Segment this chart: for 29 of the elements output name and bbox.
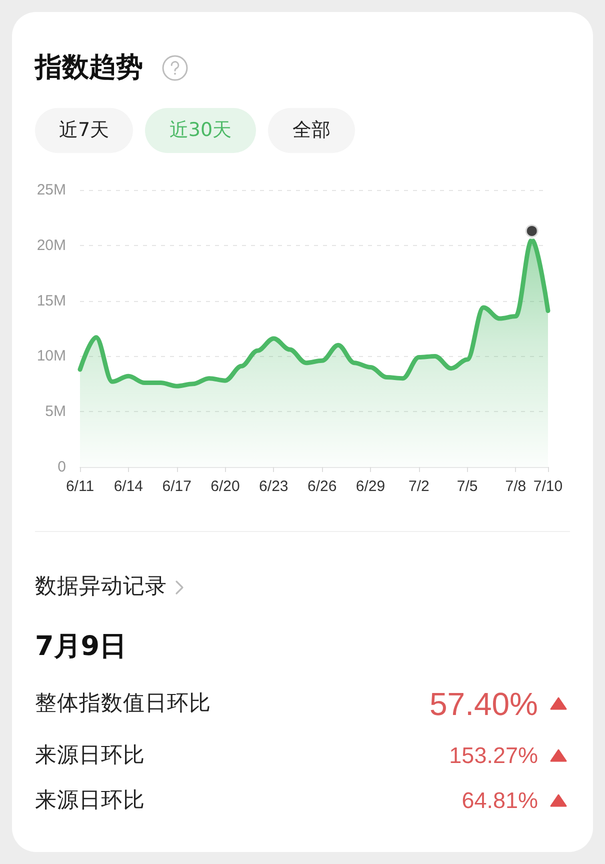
x-tick-label: 6/11 [66,478,94,495]
pill-button: 近7天 [35,108,133,153]
text: 整体指数值日环比 [35,690,211,718]
text: 57.40% [429,686,538,722]
x-tick-label: 6/17 [162,478,192,495]
y-tick-label: 25M [36,182,66,198]
text: 数据异动记录 [35,573,167,601]
y-tick-label: 15M [36,292,66,310]
text: 64.81% [462,787,538,815]
text: 153.27% [449,742,538,770]
x-tick-label: 7/5 [456,478,478,495]
text: 来源日环比 [35,742,145,770]
text: 7月9日 [35,630,127,664]
x-tick-label: 6/29 [356,478,386,495]
pill-button: 全部 [268,108,355,153]
x-tick-label: 6/23 [259,478,288,495]
y-tick-label: 10M [36,348,66,365]
x-tick-label: 7/8 [505,478,526,495]
x-tick-label: 7/10 [533,478,563,495]
x-tick-label: 6/26 [307,478,337,495]
pill-button: 近30天 [145,108,256,153]
x-tick-label: 6/20 [210,478,240,495]
y-tick-label: 0 [58,458,66,476]
chart-title: 指数趋势 [35,52,143,84]
x-tick-label: 7/2 [408,478,430,495]
x-tick-label: 6/14 [114,478,144,495]
y-tick-label: 5M [45,403,66,420]
y-tick-label: 20M [36,236,66,254]
text: 来源日环比 [35,787,145,815]
